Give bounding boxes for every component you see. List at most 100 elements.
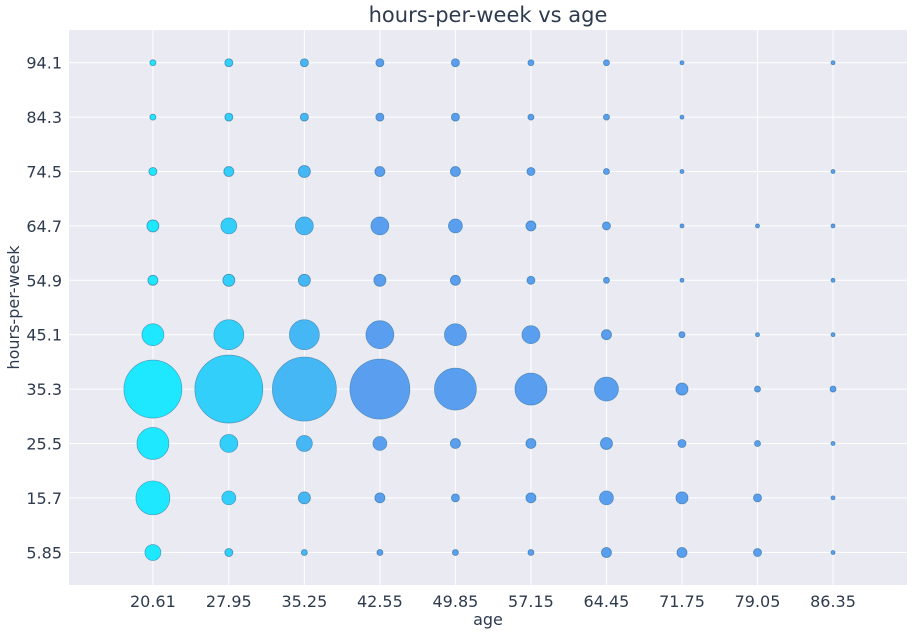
y-tick-label: 54.9 — [26, 271, 62, 290]
data-point — [349, 358, 411, 420]
chart-title: hours-per-week vs age — [369, 3, 608, 27]
data-point — [527, 59, 535, 67]
data-point — [272, 356, 337, 422]
data-point — [123, 359, 183, 419]
data-point — [375, 112, 385, 122]
data-point — [514, 372, 548, 406]
data-point — [148, 167, 158, 176]
data-point — [289, 319, 320, 350]
y-tick-label: 15.7 — [26, 489, 62, 508]
data-point — [678, 331, 686, 339]
data-point — [374, 166, 386, 177]
data-point — [297, 273, 311, 287]
data-point — [374, 492, 386, 504]
y-tick-label: 35.3 — [26, 380, 62, 399]
data-point — [527, 549, 535, 556]
data-point — [754, 385, 761, 393]
data-point — [830, 223, 836, 229]
data-point — [679, 114, 685, 120]
data-point — [601, 547, 612, 558]
data-point — [603, 168, 610, 175]
y-axis-label: hours-per-week — [4, 245, 23, 370]
y-tick-label: 45.1 — [26, 326, 62, 345]
data-point — [755, 332, 760, 338]
data-point — [149, 113, 157, 121]
data-point — [223, 166, 235, 177]
x-tick-labels: 20.61 27.95 35.25 42.55 49.85 57.15 64.45 71.75… — [130, 592, 856, 611]
data-point — [675, 382, 689, 396]
data-point — [220, 217, 238, 235]
x-tick-label: 57.15 — [508, 592, 554, 611]
x-tick-label: 42.55 — [357, 592, 403, 611]
data-point — [295, 216, 314, 236]
data-point — [830, 550, 836, 555]
data-point — [830, 441, 836, 446]
data-point — [602, 221, 611, 231]
data-point — [753, 493, 762, 503]
data-point — [370, 216, 390, 236]
x-axis-label: age — [473, 610, 503, 629]
y-tick-labels: 5.85 15.7 25.5 35.3 45.1 54.9 64.7 74.5 84.3 94.1 — [26, 54, 62, 563]
plot-area — [69, 30, 907, 585]
y-tick-label: 94.1 — [26, 54, 62, 73]
data-point — [452, 549, 459, 556]
data-point — [451, 112, 460, 122]
data-point — [434, 367, 477, 411]
data-point — [601, 329, 612, 341]
data-point — [372, 436, 388, 451]
data-point — [754, 440, 761, 447]
data-point — [373, 273, 387, 287]
data-point — [600, 437, 613, 450]
data-point — [136, 427, 170, 460]
data-point — [525, 438, 537, 449]
data-point — [526, 275, 536, 285]
y-tick-label: 5.85 — [26, 544, 62, 563]
data-point — [603, 276, 610, 284]
data-point — [830, 495, 836, 501]
data-point — [224, 548, 234, 557]
data-points — [123, 58, 837, 561]
data-point — [375, 58, 385, 68]
x-tick-label: 64.45 — [584, 592, 630, 611]
data-point — [753, 548, 762, 557]
data-point — [521, 325, 541, 344]
data-point — [222, 273, 236, 287]
data-point — [149, 59, 157, 67]
data-point — [297, 165, 311, 178]
data-point — [677, 439, 687, 448]
data-point — [146, 219, 160, 233]
x-tick-label: 49.85 — [433, 592, 479, 611]
data-point — [365, 320, 395, 349]
data-point — [599, 490, 614, 506]
x-tick-label: 27.95 — [206, 592, 252, 611]
data-point — [299, 58, 309, 68]
data-point — [675, 491, 689, 505]
y-tick-label: 74.5 — [26, 163, 62, 182]
y-tick-label: 84.3 — [26, 108, 62, 127]
data-point — [135, 480, 171, 516]
data-point — [829, 385, 837, 393]
data-point — [676, 547, 688, 558]
data-point — [219, 434, 239, 453]
data-point — [147, 274, 159, 286]
data-point — [679, 60, 685, 66]
data-point — [221, 490, 237, 506]
x-tick-label: 20.61 — [130, 592, 176, 611]
y-tick-label: 25.5 — [26, 434, 62, 453]
data-point — [830, 60, 836, 66]
data-point — [603, 113, 610, 121]
data-point — [450, 274, 461, 286]
data-point — [755, 223, 760, 229]
grid-lines — [69, 30, 907, 585]
data-point — [679, 277, 685, 283]
data-point — [679, 223, 685, 229]
data-point — [526, 167, 536, 176]
data-point — [224, 58, 234, 68]
data-point — [300, 549, 308, 556]
data-point — [830, 332, 836, 338]
data-point — [224, 112, 234, 122]
data-point — [451, 493, 460, 503]
data-point — [527, 113, 535, 121]
data-point — [525, 492, 537, 504]
